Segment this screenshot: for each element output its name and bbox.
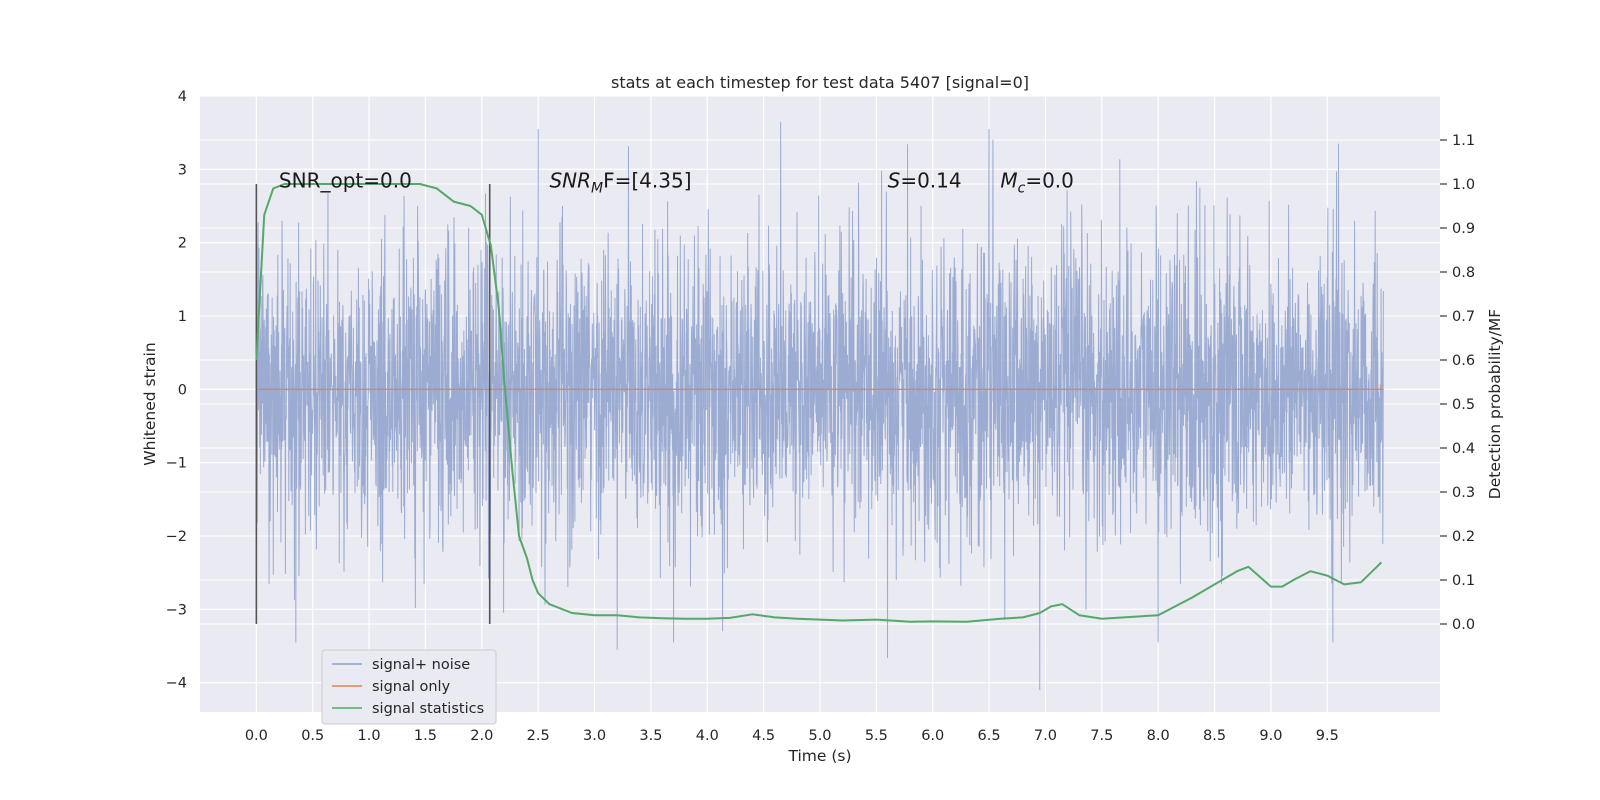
x-tick-label-16: 8.0: [1147, 728, 1170, 744]
y-right-tick-label-8: 0.8: [1452, 265, 1475, 281]
legend-label-signal-statistics: signal statistics: [372, 701, 484, 717]
x-axis-ticks: 0.0 0.5 1.0 1.5 2.0 2.5 3.0 3.5 4.0 4.5 5.0 5.5 6.0 6…: [245, 728, 1339, 744]
x-tick-label-2: 1.0: [358, 728, 381, 744]
y-tick-label-7: 3: [178, 162, 187, 178]
y-tick-label-4: 0: [178, 382, 187, 398]
x-tick-label-13: 6.5: [978, 728, 1001, 744]
x-tick-label-17: 8.5: [1203, 728, 1226, 744]
x-tick-label-1: 0.5: [301, 728, 324, 744]
y-tick-label-8: 4: [178, 89, 187, 105]
y-tick-label-1: −3: [166, 602, 187, 618]
annotation-0: SNR_opt=0.0: [279, 168, 412, 192]
y-right-tick-label-10: 1.0: [1452, 177, 1475, 193]
x-tick-label-7: 3.5: [639, 728, 662, 744]
y-right-tick-label-5: 0.5: [1452, 397, 1475, 413]
x-tick-label-6: 3.0: [583, 728, 606, 744]
x-tick-label-9: 4.5: [752, 728, 775, 744]
legend-label-signal-noise: signal+ noise: [372, 657, 470, 673]
signal-statistics-line: [255, 183, 1383, 623]
y-right-axis-ticks: 0.0 0.1 0.2 0.3 0.4 0.5 0.6 0.7 0.8 0.9 1.0 1.1: [1440, 133, 1475, 633]
signal-noise-series: [255, 121, 1385, 691]
y-right-tick-label-11: 1.1: [1452, 133, 1475, 149]
y-right-tick-label-1: 0.1: [1452, 573, 1475, 589]
x-tick-label-5: 2.5: [527, 728, 550, 744]
y-axis-ticks: −4 −3 −2 −1 0 1 2 3 4: [166, 89, 187, 692]
legend: signal+ noise signal only signal statist…: [321, 649, 497, 725]
y-right-axis-label: Detection probability/MF: [1486, 309, 1504, 500]
annotation-1: SNRMF=[4.35]: [549, 168, 691, 196]
annotation-2: S=0.14: [888, 168, 962, 192]
x-axis-label: Time (s): [787, 747, 851, 765]
chart-title: stats at each timestep for test data 540…: [611, 73, 1029, 92]
y-tick-label-0: −4: [166, 676, 187, 692]
x-tick-label-4: 2.0: [470, 728, 493, 744]
y-right-tick-label-7: 0.7: [1452, 309, 1475, 325]
x-tick-label-8: 4.0: [696, 728, 719, 744]
x-tick-label-18: 9.0: [1259, 728, 1282, 744]
annotation-3: Mc=0.0: [1000, 168, 1074, 196]
annotations: SNR_opt=0.0 SNRMF=[4.35] S=0.14 Mc=0.0: [279, 168, 1074, 196]
y-right-tick-label-9: 0.9: [1452, 221, 1475, 237]
x-tick-label-14: 7.0: [1034, 728, 1057, 744]
x-tick-label-19: 9.5: [1316, 728, 1339, 744]
x-tick-label-11: 5.5: [865, 728, 888, 744]
y-tick-label-5: 1: [178, 309, 187, 325]
signal-noise-line: [255, 121, 1385, 691]
legend-label-signal-only: signal only: [372, 679, 451, 695]
y-right-tick-label-2: 0.2: [1452, 529, 1475, 545]
y-tick-label-3: −1: [166, 456, 187, 472]
y-right-tick-label-3: 0.3: [1452, 485, 1475, 501]
x-tick-label-12: 6.0: [921, 728, 944, 744]
y-right-tick-label-4: 0.4: [1452, 441, 1475, 457]
x-tick-label-0: 0.0: [245, 728, 268, 744]
y-tick-label-6: 2: [178, 236, 187, 252]
signal-statistics-series: [255, 183, 1383, 623]
y-tick-label-2: −2: [166, 529, 187, 545]
x-tick-label-15: 7.5: [1090, 728, 1113, 744]
legend-box: [321, 649, 497, 725]
vertical-markers: [255, 184, 491, 624]
y-right-tick-label-6: 0.6: [1452, 353, 1475, 369]
x-tick-label-10: 5.0: [808, 728, 831, 744]
x-tick-label-3: 1.5: [414, 728, 437, 744]
y-right-tick-label-0: 0.0: [1452, 617, 1475, 633]
y-axis-label: Whitened strain: [141, 342, 159, 465]
